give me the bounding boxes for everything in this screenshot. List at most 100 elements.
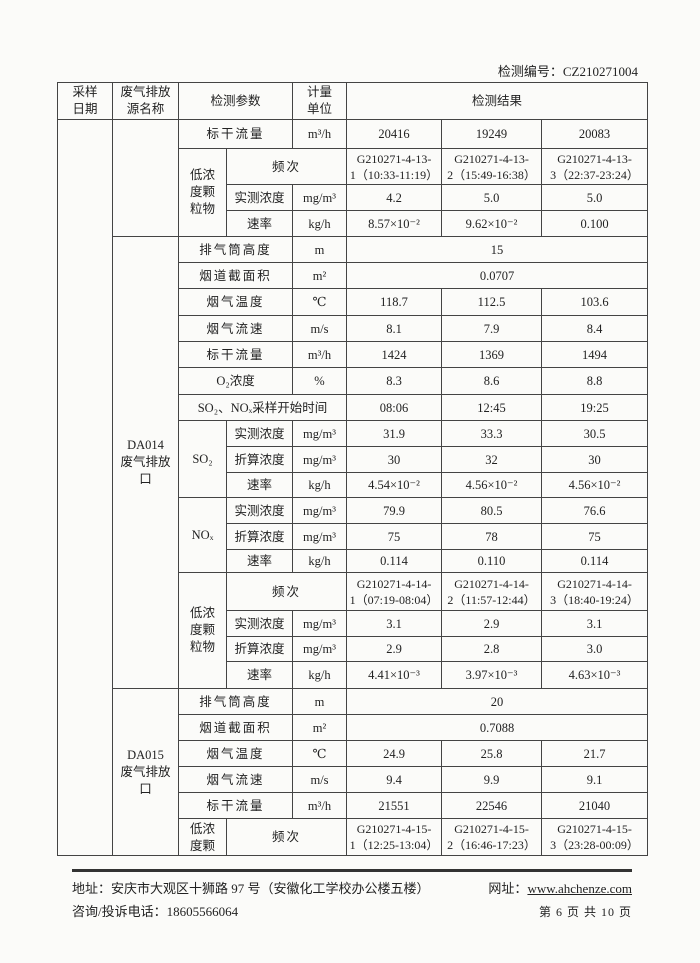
value: G210271-4-15- 1（12:25-13:04） <box>346 818 443 856</box>
unit: mg/m³ <box>292 636 348 662</box>
value: 4.2 <box>346 184 443 211</box>
unit: kg/h <box>292 549 348 573</box>
value: 78 <box>441 523 543 550</box>
website-label: 网址： <box>488 881 528 896</box>
table-row: 实测浓度 mg/m³ 3.1 2.9 3.1 <box>58 610 649 637</box>
unit: mg/m³ <box>292 523 348 550</box>
header-result: 检测结果 <box>346 82 649 120</box>
value: 8.57×10⁻² <box>346 210 443 237</box>
param-group: SO₂ <box>178 420 227 498</box>
param-label: 烟气流速 <box>177 315 294 342</box>
value: 3.0 <box>541 636 649 662</box>
value: 20083 <box>541 119 649 149</box>
value: 9.4 <box>346 766 443 793</box>
param-label: 烟道截面积 <box>177 714 294 741</box>
value: 7.9 <box>441 315 543 342</box>
table-row: 速率 kg/h 4.41×10⁻³ 3.97×10⁻³ 4.63×10⁻³ <box>58 661 649 689</box>
unit: m³/h <box>292 792 348 819</box>
value: 8.3 <box>346 367 443 395</box>
table-row: 速率 kg/h 8.57×10⁻² 9.62×10⁻² 0.100 <box>58 210 649 237</box>
param-label: 实测浓度 <box>225 420 294 447</box>
value: 2.9 <box>346 636 443 662</box>
value: 2.9 <box>441 610 543 637</box>
param-label: 速率 <box>225 210 294 237</box>
param-label: 频次 <box>225 572 348 611</box>
value: G210271-4-13- 2（15:49-16:38） <box>441 148 543 185</box>
param-label: 折算浓度 <box>225 523 294 550</box>
footer-phone: 咨询/投诉电话：18605566064 <box>72 904 239 919</box>
param-group: NOₓ <box>178 497 227 573</box>
param-label: 烟气温度 <box>177 288 294 316</box>
unit: m <box>292 688 348 715</box>
value: 8.4 <box>541 315 649 342</box>
value: 32 <box>441 446 543 473</box>
value: 9.62×10⁻² <box>441 210 543 237</box>
value: 22546 <box>441 792 543 819</box>
value: 20 <box>346 688 649 715</box>
value: G210271-4-14- 2（11:57-12:44） <box>441 572 543 611</box>
value: 21551 <box>346 792 443 819</box>
value: 19:25 <box>541 394 649 421</box>
source-name-da015: DA015 废气排放 口 <box>112 688 179 856</box>
param-group: 低浓 度颗 <box>178 818 227 856</box>
table-row: 标干流量 m³/h 1424 1369 1494 <box>58 341 649 368</box>
param-group: 低浓 度颗 粒物 <box>178 572 227 689</box>
footer-divider <box>72 869 632 872</box>
param-label: 频次 <box>225 818 348 856</box>
value: G210271-4-15- 2（16:46-17:23） <box>441 818 543 856</box>
source-name-da014: DA014 废气排放 口 <box>112 236 179 689</box>
header-unit: 计量 单位 <box>292 82 348 120</box>
unit: m/s <box>292 766 348 793</box>
value: 1369 <box>441 341 543 368</box>
param-label: 速率 <box>225 472 294 498</box>
param-label: 折算浓度 <box>225 446 294 473</box>
source-cell-prev <box>112 119 179 237</box>
value: 80.5 <box>441 497 543 524</box>
table-row: 标干流量 m³/h 21551 22546 21040 <box>58 792 649 819</box>
value: 112.5 <box>441 288 543 316</box>
report-number: 检测编号：CZ210271004 <box>497 64 638 79</box>
value: 30 <box>541 446 649 473</box>
unit: mg/m³ <box>292 184 348 211</box>
unit: m <box>292 236 348 263</box>
value: 12:45 <box>441 394 543 421</box>
value: 3.1 <box>346 610 443 637</box>
unit: kg/h <box>292 472 348 498</box>
value: 19249 <box>441 119 543 149</box>
param-label: 实测浓度 <box>225 497 294 524</box>
table-row: 折算浓度 mg/m³ 30 32 30 <box>58 446 649 473</box>
value: 0.7088 <box>346 714 649 741</box>
table-row: 速率 kg/h 0.114 0.110 0.114 <box>58 549 649 573</box>
value: 79.9 <box>346 497 443 524</box>
table-row: 标干流量 m³/h 20416 19249 20083 <box>57 119 649 856</box>
value: 0.114 <box>346 549 443 573</box>
value: 4.54×10⁻² <box>346 472 443 498</box>
value: 75 <box>346 523 443 550</box>
value: 20416 <box>346 119 443 149</box>
value: 75 <box>541 523 649 550</box>
value: 5.0 <box>441 184 543 211</box>
table-row: SO₂ 实测浓度 mg/m³ 31.9 33.3 30.5 <box>58 420 649 498</box>
param-label: 烟气温度 <box>177 740 294 767</box>
unit: m² <box>292 714 348 741</box>
page-number: 第 6 页 共 10 页 <box>538 905 632 919</box>
footer-website: 网址：www.ahchenze.com <box>488 878 632 897</box>
unit: % <box>292 367 348 395</box>
value: 2.8 <box>441 636 543 662</box>
param-label: SO₂、NOₓ采样开始时间 <box>177 394 348 421</box>
table-row: 烟道截面积 m² 0.0707 <box>58 262 649 289</box>
value: 0.114 <box>541 549 649 573</box>
value: 8.1 <box>346 315 443 342</box>
value: 0.100 <box>541 210 649 237</box>
unit: m³/h <box>292 119 348 149</box>
value: 30.5 <box>541 420 649 447</box>
param-label: 烟气流速 <box>177 766 294 793</box>
value: 25.8 <box>441 740 543 767</box>
value: 9.9 <box>441 766 543 793</box>
value: 31.9 <box>346 420 443 447</box>
value: 30 <box>346 446 443 473</box>
value: 0.0707 <box>346 262 649 289</box>
website-link[interactable]: www.ahchenze.com <box>527 881 632 896</box>
unit: mg/m³ <box>292 420 348 447</box>
table-row: 实测浓度 mg/m³ 4.2 5.0 5.0 <box>58 184 649 211</box>
